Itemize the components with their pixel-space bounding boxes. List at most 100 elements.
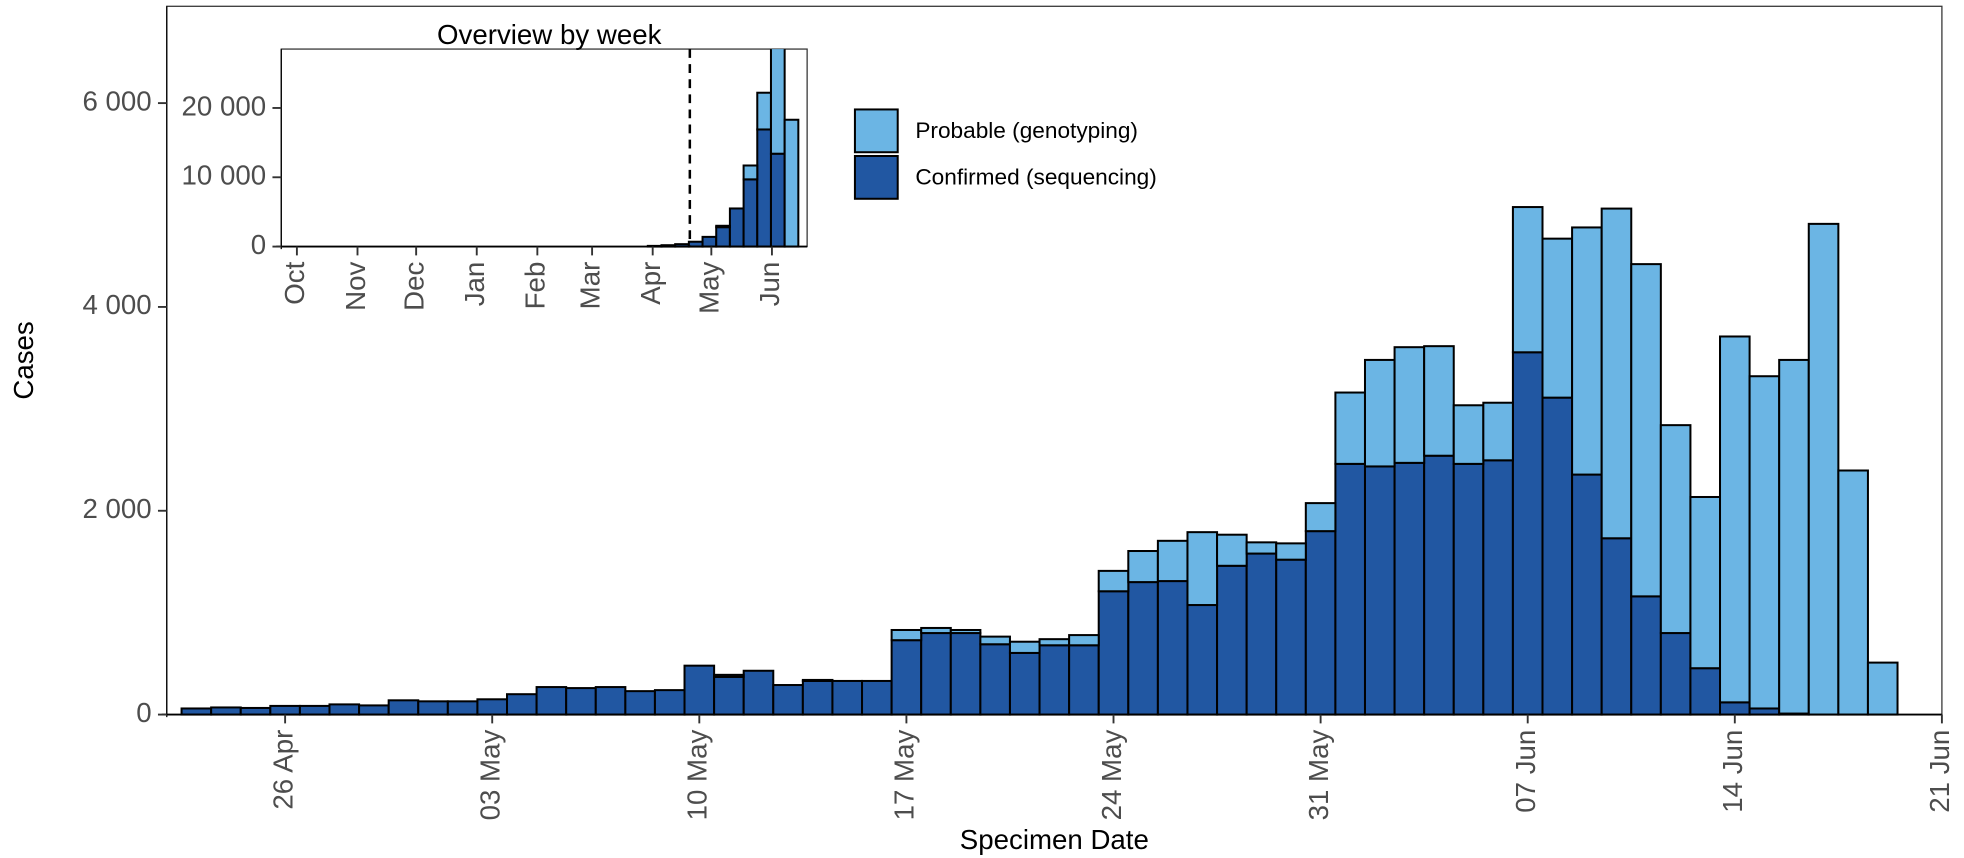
bar: [417, 700, 449, 716]
bar: [1068, 634, 1100, 647]
bar: [1038, 638, 1071, 647]
bar: [861, 679, 893, 716]
bar: [358, 704, 390, 716]
bar: [1334, 391, 1366, 465]
bar: [1216, 564, 1248, 716]
bar: [1659, 632, 1692, 716]
bar: [756, 128, 772, 248]
x-tick-label: 26 Apr: [267, 730, 298, 810]
bar: [979, 635, 1011, 646]
bar: [1334, 462, 1366, 716]
bar: [1748, 375, 1781, 710]
bar: [801, 678, 834, 682]
y-tick-label: 10 000: [182, 160, 267, 191]
x-tick-label: Jan: [459, 262, 490, 307]
x-tick-label: 24 May: [1096, 730, 1127, 821]
bar: [1541, 396, 1574, 716]
bar: [715, 224, 731, 229]
bar: [1127, 550, 1159, 584]
x-tick-label: Jun: [754, 262, 785, 307]
bar: [1186, 531, 1219, 607]
bar: [1393, 461, 1426, 716]
bar: [239, 706, 272, 716]
bar: [387, 699, 420, 716]
bar: [1571, 473, 1603, 716]
x-tick-label: 21 Jun: [1924, 730, 1955, 813]
bar: [1245, 552, 1278, 716]
bar: [565, 687, 597, 716]
bar: [476, 698, 509, 716]
bar: [769, 152, 786, 248]
x-tick-label: Feb: [520, 262, 551, 310]
bar: [701, 235, 718, 248]
bar: [1600, 537, 1633, 716]
bar: [1304, 530, 1337, 716]
bar: [728, 207, 745, 248]
bar: [1719, 701, 1751, 716]
x-tick-label: Oct: [279, 261, 310, 304]
bar: [783, 118, 800, 248]
x-tick-label: Apr: [635, 262, 666, 305]
legend-label: Confirmed (sequencing): [915, 165, 1156, 190]
bar: [979, 643, 1011, 716]
bar: [949, 628, 982, 635]
bar: [1216, 533, 1248, 567]
bar: [1719, 335, 1751, 704]
bar: [1245, 541, 1278, 555]
legend-label: Probable (genotyping): [915, 118, 1138, 143]
bar: [1689, 667, 1722, 716]
x-tick-label: May: [694, 262, 725, 314]
bar: [1511, 206, 1544, 354]
bar: [890, 639, 923, 716]
bar: [1807, 222, 1840, 716]
bar: [920, 626, 952, 635]
bar: [1541, 237, 1574, 399]
bar: [742, 669, 775, 716]
bar: [1008, 640, 1041, 654]
bar: [1097, 590, 1130, 716]
y-tick-label: 20 000: [182, 90, 267, 121]
bar: [1275, 542, 1307, 561]
bar: [742, 178, 759, 248]
bar: [1038, 644, 1071, 716]
bar: [713, 675, 745, 716]
x-tick-label: 07 Jun: [1510, 730, 1541, 813]
x-axis-title: Specimen Date: [960, 824, 1149, 855]
bar: [1156, 539, 1189, 583]
bar: [683, 664, 716, 716]
bar: [1630, 595, 1662, 716]
bar: [594, 686, 627, 716]
x-tick-label: 17 May: [889, 730, 920, 821]
bar: [1630, 263, 1662, 598]
bar: [1393, 346, 1426, 464]
bar: [1097, 569, 1130, 593]
bar: [801, 679, 834, 716]
bar: [1452, 404, 1485, 465]
bar: [1423, 454, 1455, 716]
y-tick-label: 4 000: [82, 289, 151, 320]
x-tick-label: 31 May: [1303, 730, 1334, 821]
bar: [1304, 502, 1337, 533]
inset-title: Overview by week: [437, 19, 662, 50]
plot-frame: [280, 48, 808, 248]
x-tick-label: Dec: [398, 262, 429, 311]
bar: [1363, 358, 1396, 468]
bar: [624, 690, 656, 716]
y-tick-label: 6 000: [82, 85, 151, 116]
bar: [1600, 207, 1633, 540]
bar: [890, 628, 923, 642]
bar: [713, 673, 745, 678]
y-axis-title: Cases: [8, 321, 39, 399]
bar: [653, 689, 686, 716]
bar: [1156, 580, 1189, 716]
bar: [715, 226, 731, 248]
bar: [772, 684, 804, 716]
y-tick-label: 0: [136, 697, 151, 728]
bar: [1423, 345, 1455, 457]
bar: [831, 679, 864, 716]
bars: [646, 49, 800, 248]
bar: [756, 91, 772, 131]
y-tick-label: 2 000: [82, 493, 151, 524]
bar: [1866, 661, 1899, 716]
